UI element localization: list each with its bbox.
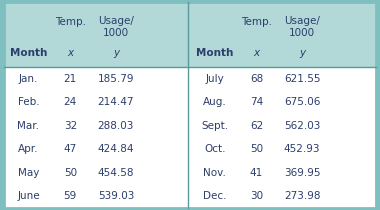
- FancyBboxPatch shape: [4, 67, 376, 208]
- Text: x: x: [253, 48, 260, 58]
- Text: 621.55: 621.55: [284, 74, 320, 84]
- Text: Mar.: Mar.: [17, 121, 40, 131]
- Text: 539.03: 539.03: [98, 191, 134, 201]
- Text: x: x: [67, 48, 73, 58]
- Text: 21: 21: [64, 74, 77, 84]
- Text: 59: 59: [64, 191, 77, 201]
- Text: Aug.: Aug.: [203, 97, 226, 107]
- Text: 288.03: 288.03: [98, 121, 134, 131]
- Text: 185.79: 185.79: [98, 74, 134, 84]
- Text: Dec.: Dec.: [203, 191, 226, 201]
- Text: 424.84: 424.84: [98, 144, 134, 154]
- Text: Sept.: Sept.: [201, 121, 228, 131]
- Text: 454.58: 454.58: [98, 168, 134, 178]
- Text: 369.95: 369.95: [284, 168, 320, 178]
- Text: 273.98: 273.98: [284, 191, 320, 201]
- Text: Usage/
1000: Usage/ 1000: [284, 16, 320, 38]
- Text: 675.06: 675.06: [284, 97, 320, 107]
- Text: 41: 41: [250, 168, 263, 178]
- Text: Apr.: Apr.: [18, 144, 39, 154]
- Text: Feb.: Feb.: [18, 97, 39, 107]
- Text: 68: 68: [250, 74, 263, 84]
- Text: Nov.: Nov.: [203, 168, 226, 178]
- Text: 452.93: 452.93: [284, 144, 320, 154]
- Text: Oct.: Oct.: [204, 144, 225, 154]
- Text: 32: 32: [64, 121, 77, 131]
- Text: Jan.: Jan.: [19, 74, 38, 84]
- Text: 50: 50: [250, 144, 263, 154]
- Text: 74: 74: [250, 97, 263, 107]
- Text: 30: 30: [250, 191, 263, 201]
- Text: 214.47: 214.47: [98, 97, 134, 107]
- Text: 562.03: 562.03: [284, 121, 320, 131]
- Text: 47: 47: [64, 144, 77, 154]
- FancyBboxPatch shape: [4, 2, 376, 208]
- Text: June: June: [17, 191, 40, 201]
- Text: May: May: [18, 168, 39, 178]
- Text: Temp.: Temp.: [241, 17, 272, 27]
- Text: Month: Month: [10, 48, 47, 58]
- Text: Usage/
1000: Usage/ 1000: [98, 16, 134, 38]
- Text: July: July: [205, 74, 224, 84]
- Text: 24: 24: [64, 97, 77, 107]
- Text: 62: 62: [250, 121, 263, 131]
- Text: Temp.: Temp.: [55, 17, 86, 27]
- Text: 50: 50: [64, 168, 77, 178]
- Text: y: y: [113, 48, 119, 58]
- Text: Month: Month: [196, 48, 233, 58]
- Text: y: y: [299, 48, 305, 58]
